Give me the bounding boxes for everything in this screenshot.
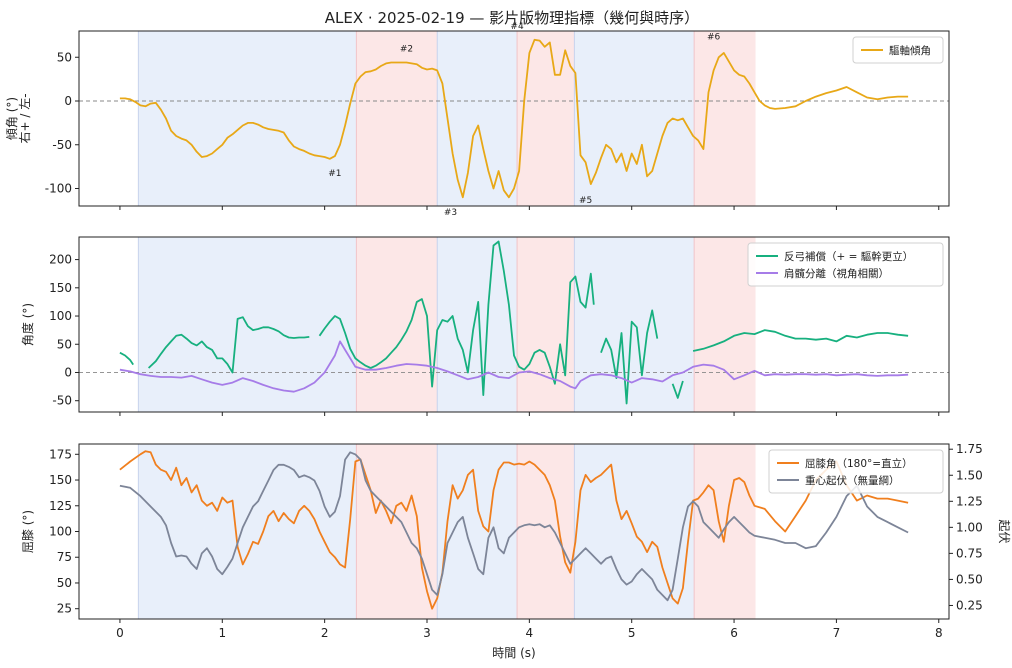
phase-band xyxy=(517,444,575,619)
series-group xyxy=(119,450,909,610)
legend-box xyxy=(852,36,944,64)
x-tick-label: 7 xyxy=(833,626,841,640)
phase-band xyxy=(517,31,575,206)
y-axis-label: 屈膝 (°) xyxy=(21,510,35,553)
y-tick-label: 100 xyxy=(49,309,72,323)
y-tick-label: 150 xyxy=(49,281,72,295)
y-axis-label: 右+ / 左- xyxy=(17,93,32,143)
series-line-knee xyxy=(119,450,909,610)
y-right-tick-label: 1.50 xyxy=(956,468,983,482)
legend-label: 屈膝角（180°=直立） xyxy=(805,457,913,470)
y-tick-label: -50 xyxy=(52,394,72,408)
y-tick-label: 50 xyxy=(57,337,72,351)
phase-band xyxy=(356,237,438,412)
series-line-compensation xyxy=(318,240,595,396)
x-tick-label: 3 xyxy=(423,626,431,640)
y-tick-label: 0 xyxy=(64,365,72,379)
legend-label: 驅軸傾角 xyxy=(889,44,931,57)
y-right-tick-label: 0.75 xyxy=(956,546,983,560)
series-line-shoulder_hip xyxy=(119,340,909,393)
y-tick-label: 0 xyxy=(64,94,72,108)
series-line-lean xyxy=(119,38,909,199)
series-group xyxy=(119,240,909,405)
x-tick-label: 6 xyxy=(730,626,738,640)
x-axis-label: 時間 (s) xyxy=(492,646,535,660)
annotation-label: #4 xyxy=(510,22,524,32)
y-tick-label: 75 xyxy=(57,550,72,564)
phase-band xyxy=(437,237,518,412)
legend-label: 反弓補償（+ = 驅幹更立） xyxy=(784,250,913,263)
y-tick-label: 125 xyxy=(49,499,72,513)
y-tick-label: 50 xyxy=(57,50,72,64)
phase-band xyxy=(517,237,575,412)
series-group xyxy=(119,38,909,199)
annotation-label: #2 xyxy=(400,45,413,55)
annotation-label: #5 xyxy=(579,196,592,206)
series-line-compensation xyxy=(692,329,909,352)
annotation-label: #1 xyxy=(328,169,341,179)
x-tick-label: 1 xyxy=(218,626,226,640)
y-right-tick-label: 1.00 xyxy=(956,520,983,534)
legend: 屈膝角（180°=直立） 重心起伏（無量綱） xyxy=(768,449,944,494)
series-line-com xyxy=(119,451,909,602)
panel-2: 200 150 100 50 0 -50 角度 (°) 反弓補償（+ = 驅幹更立） 肩髖分離（… xyxy=(20,236,950,416)
series-line-compensation xyxy=(147,316,310,374)
series-line-compensation xyxy=(671,380,684,399)
axes-frame xyxy=(78,30,950,207)
legend: 反弓補償（+ = 驅幹更立） 肩髖分離（視角相關） xyxy=(747,242,944,287)
phase-band xyxy=(437,31,518,206)
panel-1: #1 #2 #3 #4 #5 #6 50 0 -50 -100 傾角 (°) 右+ / 左- 驅軸傾角 xyxy=(5,22,950,218)
x-tick-label: 4 xyxy=(526,626,534,640)
phase-band xyxy=(694,237,756,412)
legend-box xyxy=(768,449,944,494)
x-tick-label: 5 xyxy=(628,626,636,640)
annotation-label: #3 xyxy=(444,208,457,218)
x-tick-label: 8 xyxy=(935,626,943,640)
y-tick-label: -100 xyxy=(45,182,72,196)
y-right-tick-label: 0.25 xyxy=(956,598,983,612)
legend-label: 重心起伏（無量綱） xyxy=(805,474,900,487)
phase-band xyxy=(356,31,438,206)
chart-title: ALEX · 2025-02-19 — 影片版物理指標（幾何與時序） xyxy=(325,9,699,27)
y-right-tick-label: 1.25 xyxy=(956,494,983,508)
y-tick-label: 175 xyxy=(49,447,72,461)
y-tick-label: 25 xyxy=(57,602,72,616)
series-line-compensation xyxy=(600,309,659,405)
panel-3: 1751501251007550251.751.501.251.000.750.… xyxy=(21,442,1011,640)
x-tick-label: 0 xyxy=(116,626,124,640)
phase-band xyxy=(138,444,357,619)
y-right-tick-label: 1.75 xyxy=(956,442,983,456)
y-tick-label: 200 xyxy=(49,253,72,267)
series-line-compensation xyxy=(119,351,134,366)
y-axis-label: 角度 (°) xyxy=(20,303,35,346)
annotation-label: #6 xyxy=(707,32,721,42)
phase-band xyxy=(437,444,518,619)
y-right-tick-label: 0.50 xyxy=(956,572,983,586)
phase-band xyxy=(356,444,438,619)
y-axis-label: 傾角 (°) xyxy=(5,97,19,140)
legend: 驅軸傾角 xyxy=(852,36,944,64)
y-tick-label: -50 xyxy=(52,138,72,152)
x-tick-label: 2 xyxy=(321,626,329,640)
y-tick-label: 50 xyxy=(57,576,72,590)
y-right-axis-label: 起伏 xyxy=(997,519,1011,543)
y-tick-label: 100 xyxy=(49,525,72,539)
phase-band xyxy=(138,31,357,206)
phase-band xyxy=(694,31,756,206)
y-tick-label: 150 xyxy=(49,473,72,487)
legend-label: 肩髖分離（視角相關） xyxy=(784,267,889,280)
axes-frame xyxy=(78,236,950,413)
legend-box xyxy=(747,242,944,287)
